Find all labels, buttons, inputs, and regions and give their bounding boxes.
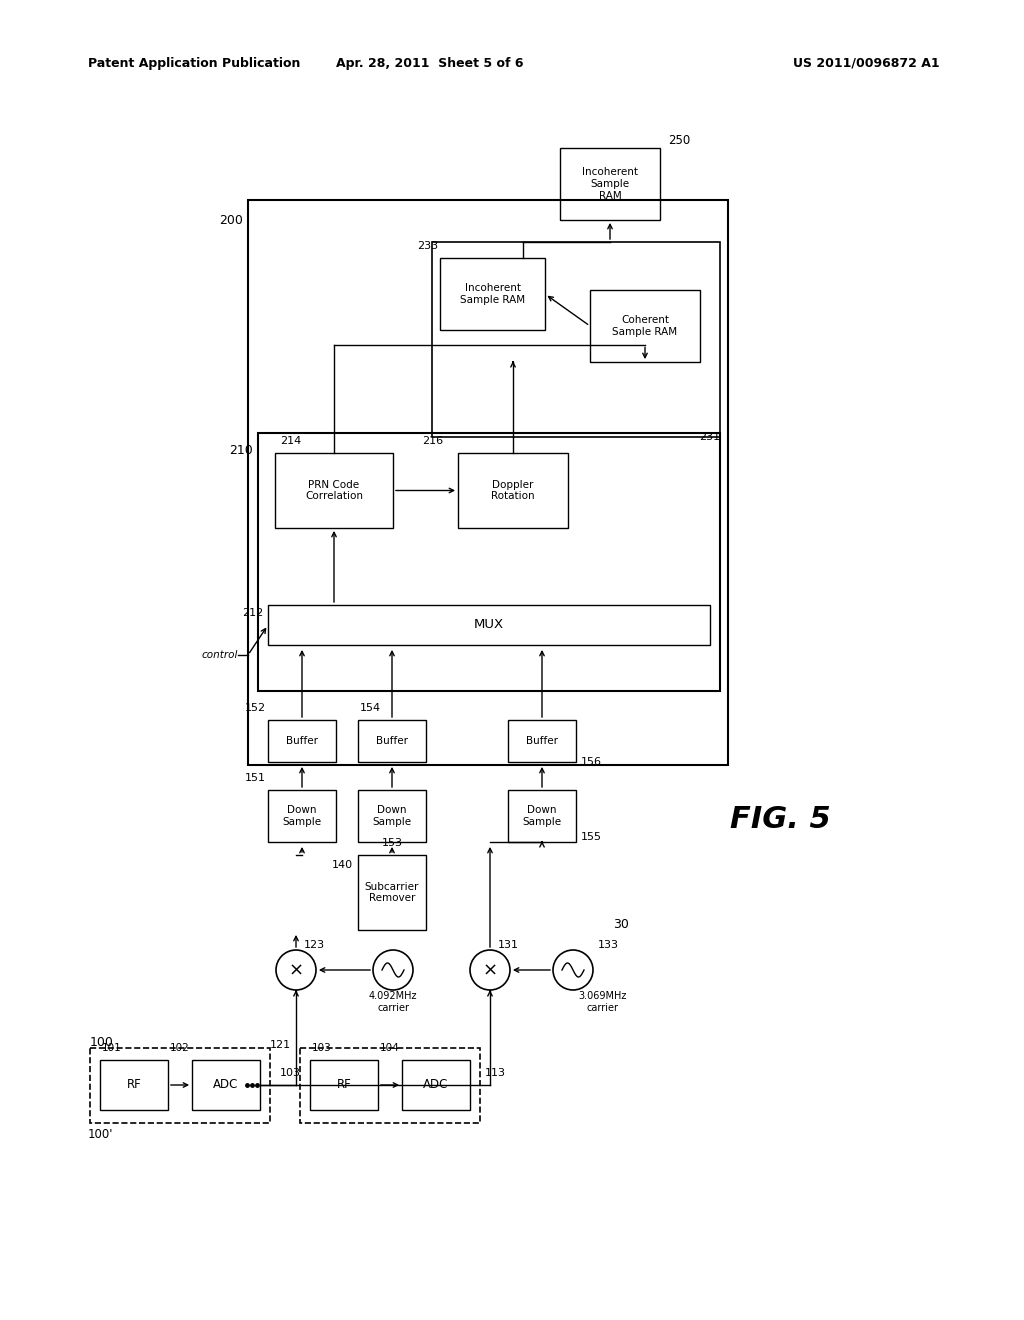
Text: 155: 155 — [581, 832, 602, 842]
Text: 123: 123 — [304, 940, 326, 950]
Text: 100: 100 — [90, 1035, 114, 1048]
FancyBboxPatch shape — [268, 789, 336, 842]
FancyBboxPatch shape — [310, 1060, 378, 1110]
Text: 3.069MHz
carrier: 3.069MHz carrier — [578, 991, 627, 1012]
FancyBboxPatch shape — [193, 1060, 260, 1110]
Text: Down
Sample: Down Sample — [373, 805, 412, 826]
Text: 231: 231 — [698, 432, 720, 442]
Text: 216: 216 — [422, 436, 443, 446]
Text: 133: 133 — [598, 940, 618, 950]
FancyBboxPatch shape — [590, 290, 700, 362]
Text: ×: × — [482, 962, 498, 979]
Text: Coherent
Sample RAM: Coherent Sample RAM — [612, 315, 678, 337]
FancyBboxPatch shape — [358, 789, 426, 842]
Text: 200: 200 — [219, 214, 243, 227]
FancyBboxPatch shape — [358, 855, 426, 931]
Text: Subcarrier
Remover: Subcarrier Remover — [365, 882, 419, 903]
Text: 113: 113 — [484, 1068, 506, 1078]
Text: US 2011/0096872 A1: US 2011/0096872 A1 — [794, 57, 940, 70]
Text: Buffer: Buffer — [286, 737, 318, 746]
FancyBboxPatch shape — [560, 148, 660, 220]
FancyBboxPatch shape — [508, 719, 575, 762]
Text: Down
Sample: Down Sample — [522, 805, 561, 826]
Text: 104: 104 — [380, 1043, 400, 1053]
Text: 250: 250 — [668, 133, 690, 147]
FancyBboxPatch shape — [268, 719, 336, 762]
Text: 103: 103 — [312, 1043, 332, 1053]
Text: Apr. 28, 2011  Sheet 5 of 6: Apr. 28, 2011 Sheet 5 of 6 — [336, 57, 523, 70]
Text: RF: RF — [127, 1078, 141, 1092]
Text: Down
Sample: Down Sample — [283, 805, 322, 826]
Text: Incoherent
Sample
RAM: Incoherent Sample RAM — [582, 168, 638, 201]
Text: 102: 102 — [170, 1043, 190, 1053]
Text: 212: 212 — [242, 609, 263, 618]
Text: 100': 100' — [87, 1129, 113, 1142]
Text: 4.092MHz
carrier: 4.092MHz carrier — [369, 991, 417, 1012]
Text: 156: 156 — [581, 756, 602, 767]
FancyBboxPatch shape — [100, 1060, 168, 1110]
Text: RF: RF — [337, 1078, 351, 1092]
Text: control: control — [202, 649, 238, 660]
Text: 131: 131 — [498, 940, 519, 950]
Text: PRN Code
Correlation: PRN Code Correlation — [305, 479, 362, 502]
Text: ADC: ADC — [423, 1078, 449, 1092]
Text: 152: 152 — [245, 704, 266, 713]
Text: Buffer: Buffer — [526, 737, 558, 746]
FancyBboxPatch shape — [275, 453, 393, 528]
Text: 101: 101 — [102, 1043, 122, 1053]
Text: 151: 151 — [245, 774, 266, 783]
FancyBboxPatch shape — [268, 605, 710, 645]
Text: ×: × — [289, 962, 303, 979]
FancyBboxPatch shape — [458, 453, 568, 528]
Text: 233: 233 — [417, 242, 438, 251]
Text: 153: 153 — [382, 838, 402, 847]
Text: Buffer: Buffer — [376, 737, 408, 746]
Text: Doppler
Rotation: Doppler Rotation — [492, 479, 535, 502]
Text: Incoherent
Sample RAM: Incoherent Sample RAM — [460, 284, 525, 305]
Text: 140: 140 — [332, 861, 353, 870]
Text: MUX: MUX — [474, 619, 504, 631]
FancyBboxPatch shape — [402, 1060, 470, 1110]
Text: 154: 154 — [360, 704, 381, 713]
Text: Patent Application Publication: Patent Application Publication — [88, 57, 300, 70]
Text: 210: 210 — [229, 445, 253, 458]
Text: ADC: ADC — [213, 1078, 239, 1092]
Text: 30: 30 — [613, 919, 629, 932]
Text: 214: 214 — [280, 436, 301, 446]
FancyBboxPatch shape — [440, 257, 545, 330]
Text: 121: 121 — [270, 1040, 291, 1049]
FancyBboxPatch shape — [508, 789, 575, 842]
FancyBboxPatch shape — [358, 719, 426, 762]
Text: 103: 103 — [280, 1068, 300, 1078]
Text: FIG. 5: FIG. 5 — [730, 805, 830, 834]
